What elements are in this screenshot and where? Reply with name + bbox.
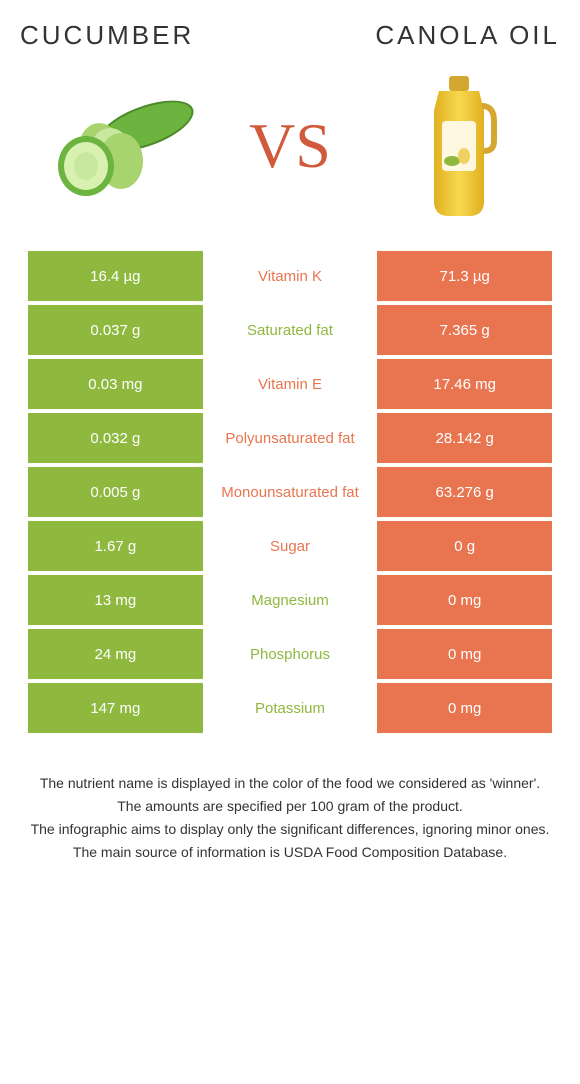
left-value: 0.005 g	[28, 467, 203, 517]
nutrient-label: Sugar	[203, 521, 378, 571]
nutrient-row: 0.037 gSaturated fat7.365 g	[28, 305, 552, 355]
nutrient-row: 16.4 µgVitamin K71.3 µg	[28, 251, 552, 301]
right-value: 0 g	[377, 521, 552, 571]
right-value: 7.365 g	[377, 305, 552, 355]
nutrient-label: Polyunsaturated fat	[203, 413, 378, 463]
nutrient-row: 0.03 mgVitamin E17.46 mg	[28, 359, 552, 409]
right-value: 63.276 g	[377, 467, 552, 517]
nutrient-row: 24 mgPhosphorus0 mg	[28, 629, 552, 679]
left-value: 147 mg	[28, 683, 203, 733]
nutrient-label: Phosphorus	[203, 629, 378, 679]
nutrient-row: 1.67 gSugar0 g	[28, 521, 552, 571]
nutrient-label: Monounsaturated fat	[203, 467, 378, 517]
right-title: CANOLA OIL	[375, 20, 560, 51]
left-value: 16.4 µg	[28, 251, 203, 301]
left-value: 1.67 g	[28, 521, 203, 571]
footer-text: The nutrient name is displayed in the co…	[20, 773, 560, 863]
left-value: 24 mg	[28, 629, 203, 679]
cucumber-icon	[46, 91, 196, 201]
right-value: 0 mg	[377, 575, 552, 625]
footer-line4: The main source of information is USDA F…	[30, 842, 550, 863]
left-value: 0.03 mg	[28, 359, 203, 409]
nutrient-label: Vitamin E	[203, 359, 378, 409]
right-value: 0 mg	[377, 629, 552, 679]
nutrient-label: Saturated fat	[203, 305, 378, 355]
canola-oil-icon	[414, 71, 504, 221]
canola-image	[384, 81, 534, 211]
right-value: 28.142 g	[377, 413, 552, 463]
nutrient-row: 13 mgMagnesium0 mg	[28, 575, 552, 625]
nutrient-label: Vitamin K	[203, 251, 378, 301]
left-value: 0.032 g	[28, 413, 203, 463]
right-value: 17.46 mg	[377, 359, 552, 409]
cucumber-image	[46, 81, 196, 211]
nutrient-row: 0.005 gMonounsaturated fat63.276 g	[28, 467, 552, 517]
footer-line2: The amounts are specified per 100 gram o…	[30, 796, 550, 817]
nutrient-row: 0.032 gPolyunsaturated fat28.142 g	[28, 413, 552, 463]
header-row: CUCUMBER CANOLA OIL	[20, 20, 560, 51]
vs-label: VS	[249, 109, 331, 183]
right-value: 71.3 µg	[377, 251, 552, 301]
right-value: 0 mg	[377, 683, 552, 733]
left-value: 13 mg	[28, 575, 203, 625]
nutrient-table: 16.4 µgVitamin K71.3 µg0.037 gSaturated …	[20, 251, 560, 733]
footer-line1: The nutrient name is displayed in the co…	[30, 773, 550, 794]
footer-line3: The infographic aims to display only the…	[30, 819, 550, 840]
nutrient-label: Potassium	[203, 683, 378, 733]
left-value: 0.037 g	[28, 305, 203, 355]
left-title: CUCUMBER	[20, 20, 194, 51]
nutrient-row: 147 mgPotassium0 mg	[28, 683, 552, 733]
images-row: VS	[20, 81, 560, 211]
nutrient-label: Magnesium	[203, 575, 378, 625]
